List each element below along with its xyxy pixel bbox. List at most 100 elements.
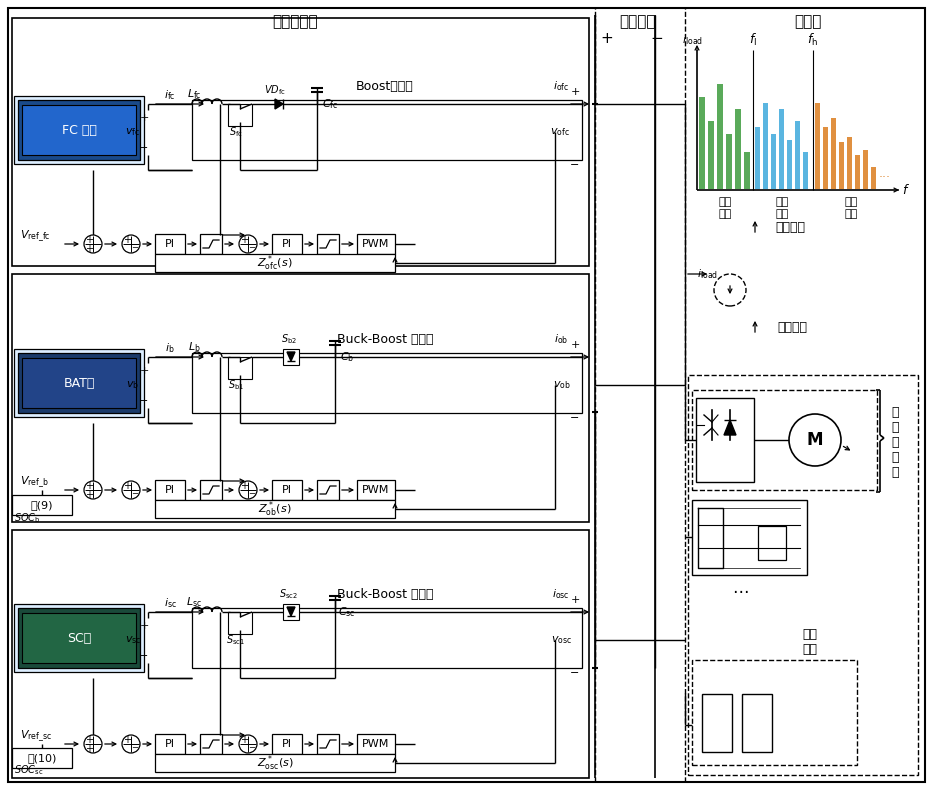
Text: ⋯: ⋯ (731, 583, 748, 601)
Text: 阻性
负载: 阻性 负载 (802, 628, 817, 656)
Bar (200, 234, 222, 254)
Bar (357, 234, 395, 254)
Bar (755, 127, 759, 189)
Bar (699, 96, 705, 189)
Text: −: − (132, 243, 138, 253)
Circle shape (122, 481, 140, 499)
Text: PWM: PWM (362, 739, 390, 749)
Bar (200, 480, 222, 500)
Bar (802, 152, 807, 189)
Text: Boost变换器: Boost变换器 (356, 80, 414, 92)
Bar (155, 480, 185, 500)
Bar (846, 137, 852, 189)
Text: $v_{\mathrm{osc}}$: $v_{\mathrm{osc}}$ (551, 634, 573, 646)
Text: +: + (139, 113, 148, 123)
Circle shape (789, 414, 841, 466)
Bar (155, 254, 395, 272)
Bar (317, 234, 339, 254)
Text: $SOC_{\mathrm{b}}$: $SOC_{\mathrm{b}}$ (14, 511, 40, 525)
Text: $S_{\mathrm{sc1}}$: $S_{\mathrm{sc1}}$ (227, 633, 245, 647)
Text: M: M (807, 431, 823, 449)
Bar (155, 734, 185, 754)
Bar (771, 134, 775, 189)
Bar (795, 121, 800, 189)
Bar (708, 121, 714, 189)
Text: −: − (248, 490, 256, 498)
Text: −: − (139, 396, 148, 406)
Bar (12, 18, 589, 266)
Text: −: − (570, 160, 579, 170)
Text: $C_{\mathrm{fc}}$: $C_{\mathrm{fc}}$ (322, 97, 338, 111)
Polygon shape (275, 99, 283, 109)
Bar (18, 353, 140, 413)
Text: +: + (570, 340, 579, 350)
Text: 恒
功
率
负
载: 恒 功 率 负 载 (891, 405, 898, 479)
Text: −: − (650, 31, 663, 46)
Text: −: − (570, 413, 579, 423)
Text: $L_{\mathrm{b}}$: $L_{\mathrm{b}}$ (188, 340, 201, 354)
Text: +: + (85, 490, 93, 500)
Text: SC组: SC组 (67, 631, 91, 645)
Bar (839, 142, 843, 189)
Circle shape (239, 735, 257, 753)
Circle shape (122, 235, 140, 253)
Text: +: + (85, 481, 93, 491)
Text: 频域特性: 频域特性 (775, 220, 805, 234)
Bar (357, 734, 395, 754)
Text: BAT组: BAT组 (63, 377, 94, 389)
Bar (688, 375, 918, 775)
Text: $i_{\mathrm{fc}}$: $i_{\mathrm{fc}}$ (164, 88, 175, 102)
Bar (14, 96, 144, 164)
Bar (717, 85, 723, 189)
Text: PWM: PWM (362, 485, 390, 495)
Text: $SOC_{\mathrm{sc}}$: $SOC_{\mathrm{sc}}$ (14, 763, 44, 777)
Bar (22, 105, 136, 155)
Bar (18, 100, 140, 160)
Bar (12, 274, 589, 522)
Bar (12, 530, 589, 778)
Text: $C_{\mathrm{b}}$: $C_{\mathrm{b}}$ (340, 350, 355, 364)
Bar (12, 495, 72, 515)
Text: 负荷侧: 负荷侧 (794, 14, 822, 29)
Text: +: + (570, 87, 579, 97)
Circle shape (84, 481, 102, 499)
Bar (200, 734, 222, 754)
Text: $i_{\mathrm{load}}$: $i_{\mathrm{load}}$ (682, 33, 703, 47)
Bar (778, 109, 784, 189)
Text: $v_{\mathrm{sc}}$: $v_{\mathrm{sc}}$ (125, 634, 141, 646)
Text: $S_{\mathrm{sc2}}$: $S_{\mathrm{sc2}}$ (280, 587, 299, 601)
Text: $Z^*_{\mathrm{ob}}(s)$: $Z^*_{\mathrm{ob}}(s)$ (258, 499, 292, 519)
Bar (787, 140, 791, 189)
Bar (228, 104, 252, 126)
Text: $S_{\mathrm{b1}}$: $S_{\mathrm{b1}}$ (228, 378, 244, 392)
Text: PI: PI (282, 739, 292, 749)
Bar (22, 613, 136, 663)
Text: $v_{\mathrm{ob}}$: $v_{\mathrm{ob}}$ (553, 379, 571, 391)
Text: 中频
电流: 中频 电流 (775, 198, 788, 219)
Text: $i_{\mathrm{load}}$: $i_{\mathrm{load}}$ (697, 267, 718, 281)
Bar (192, 353, 582, 413)
Bar (272, 734, 302, 754)
Bar (228, 612, 252, 634)
Circle shape (239, 235, 257, 253)
Bar (357, 480, 395, 500)
Text: +: + (85, 235, 93, 245)
Bar (317, 480, 339, 500)
Text: −: − (248, 243, 256, 253)
Text: 式(9): 式(9) (31, 500, 53, 510)
Bar (758, 526, 786, 560)
Text: +: + (85, 735, 93, 745)
Bar (155, 754, 395, 772)
Text: $Z^*_{\mathrm{osc}}(s)$: $Z^*_{\mathrm{osc}}(s)$ (257, 753, 293, 773)
Text: Buck-Boost 变换器: Buck-Boost 变换器 (337, 333, 433, 345)
Bar (14, 604, 144, 672)
Text: +: + (139, 621, 148, 631)
Text: +: + (570, 595, 579, 605)
Bar (228, 357, 252, 379)
Text: −: − (139, 143, 148, 153)
Bar (855, 155, 859, 189)
Bar (155, 234, 185, 254)
Bar (696, 398, 754, 482)
Text: PI: PI (165, 239, 175, 249)
Text: ...: ... (879, 167, 891, 179)
